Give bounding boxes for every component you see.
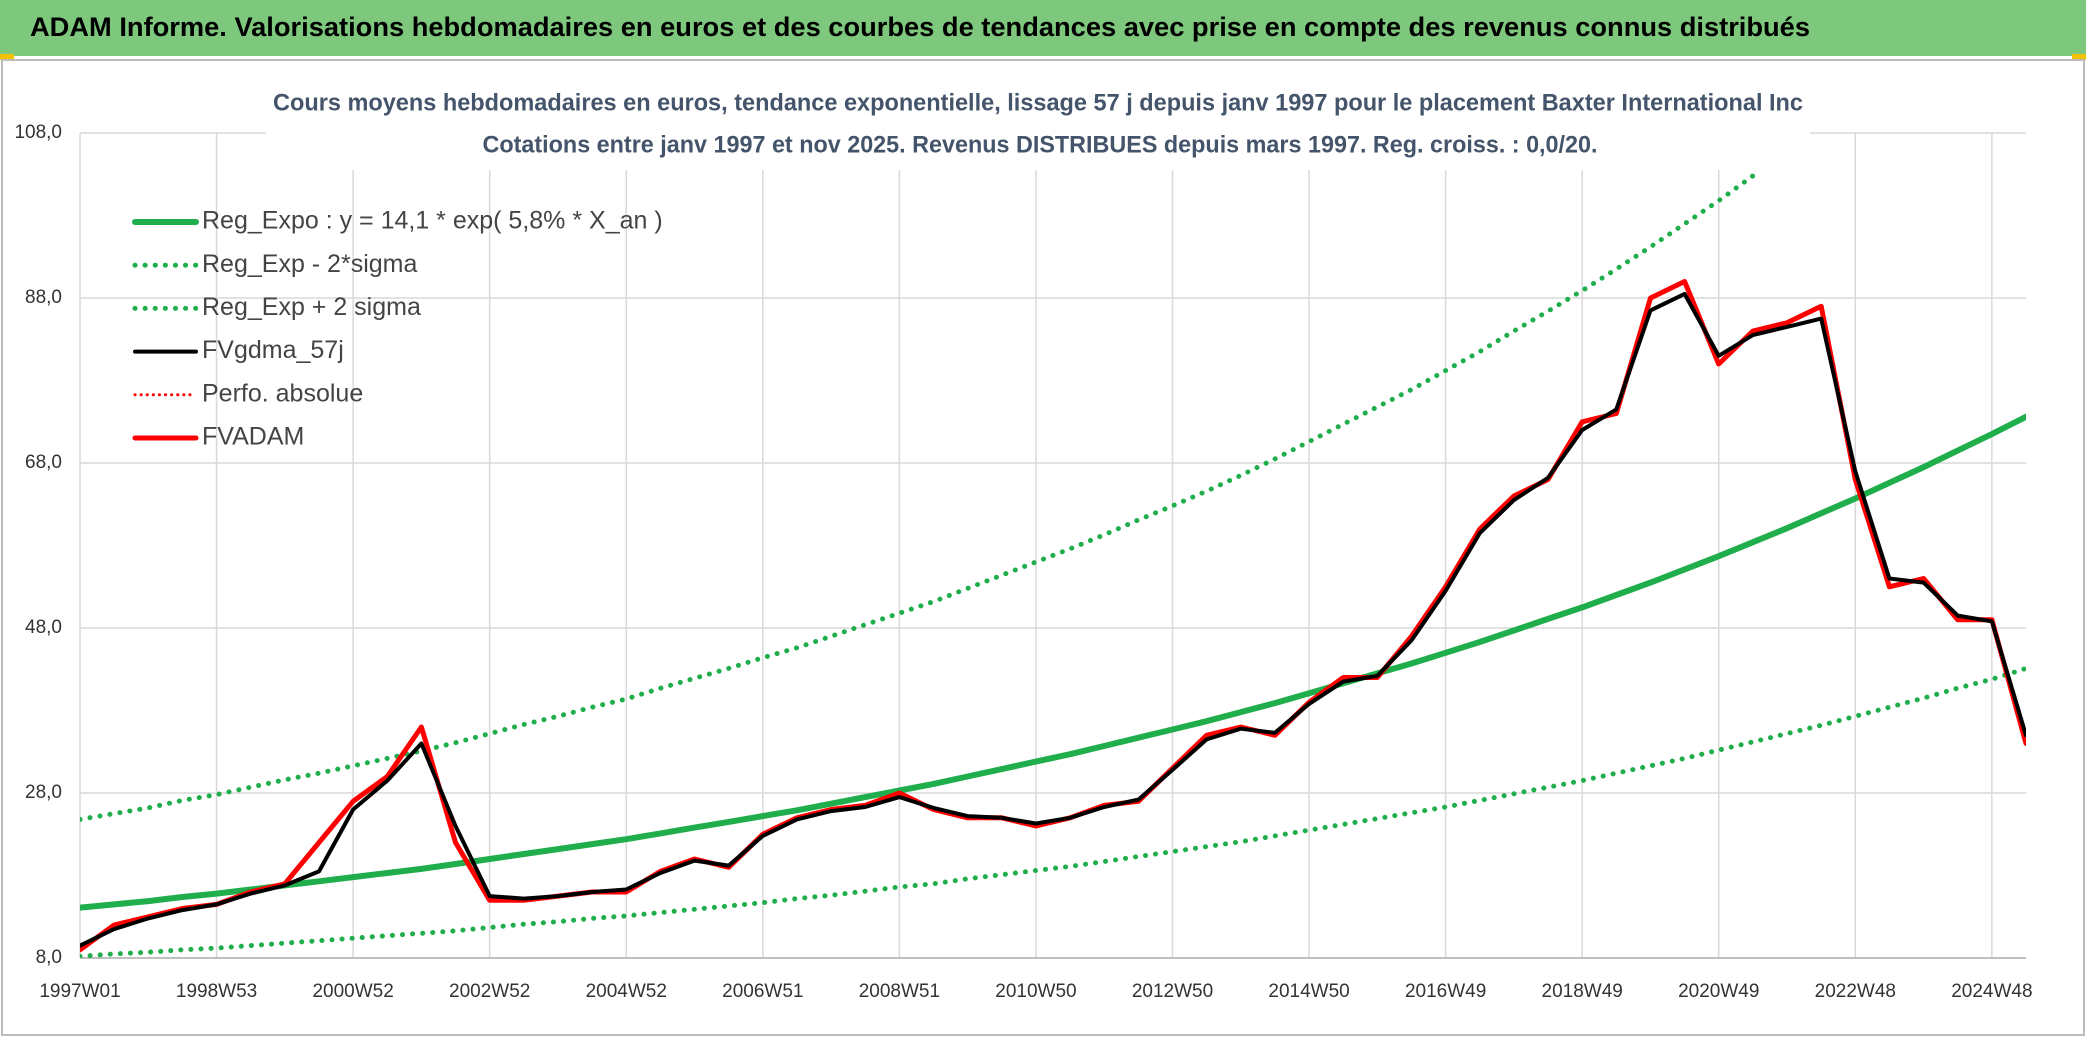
x-tick-label: 1998W53	[176, 981, 257, 1002]
banner-title: ADAM Informe. Valorisations hebdomadaire…	[30, 12, 1810, 42]
x-tick-label: 2004W52	[586, 981, 667, 1002]
x-tick-label: 2006W51	[722, 981, 803, 1002]
chart-title: Cours moyens hebdomadaires en euros, ten…	[273, 89, 1803, 116]
banner-bar	[0, 0, 2086, 56]
legend-label: FVgdma_57j	[202, 336, 344, 364]
corner-accent	[0, 54, 14, 60]
y-tick-label: 8,0	[36, 947, 62, 968]
legend-label: Reg_Exp - 2*sigma	[202, 250, 417, 278]
chart-subtitle: Cotations entre janv 1997 et nov 2025. R…	[483, 131, 1598, 158]
x-tick-label: 2022W48	[1815, 981, 1896, 1002]
x-tick-label: 2020W49	[1678, 981, 1759, 1002]
legend-label: FVADAM	[202, 423, 304, 451]
y-tick-label: 28,0	[25, 782, 62, 803]
legend: Reg_Expo : y = 14,1 * exp( 5,8% * X_an )…	[132, 207, 663, 451]
title-box	[266, 80, 1810, 170]
x-tick-label: 2010W50	[995, 981, 1076, 1002]
y-tick-label: 108,0	[14, 122, 62, 143]
x-tick-label: 2000W52	[312, 981, 393, 1002]
legend-label: Perfo. absolue	[202, 379, 363, 407]
x-tick-label: 2024W48	[1951, 981, 2032, 1002]
x-tick-label: 2008W51	[859, 981, 940, 1002]
y-tick-label: 88,0	[25, 287, 62, 308]
y-tick-label: 68,0	[25, 452, 62, 473]
legend-label: Reg_Expo : y = 14,1 * exp( 5,8% * X_an )	[202, 207, 663, 235]
legend-label: Reg_Exp + 2 sigma	[202, 293, 421, 321]
series-line	[80, 665, 2026, 958]
frame	[1, 59, 2085, 1036]
x-tick-label: 2018W49	[1542, 981, 1623, 1002]
y-tick-label: 48,0	[25, 617, 62, 638]
series-line	[80, 413, 2026, 911]
x-tick-label: 2016W49	[1405, 981, 1486, 1002]
series-line	[80, 291, 2026, 948]
series-line	[80, 173, 1756, 822]
corner-accent	[2072, 54, 2086, 60]
x-tick-label: 2012W50	[1132, 981, 1213, 1002]
x-tick-label: 2002W52	[449, 981, 530, 1002]
x-tick-label: 2014W50	[1268, 981, 1349, 1002]
x-tick-label: 1997W01	[39, 981, 120, 1002]
plot-area: 8,0 28,0 48,0 68,0 88,0 108,0 1997W01 1998W53 20…	[14, 122, 2032, 1002]
